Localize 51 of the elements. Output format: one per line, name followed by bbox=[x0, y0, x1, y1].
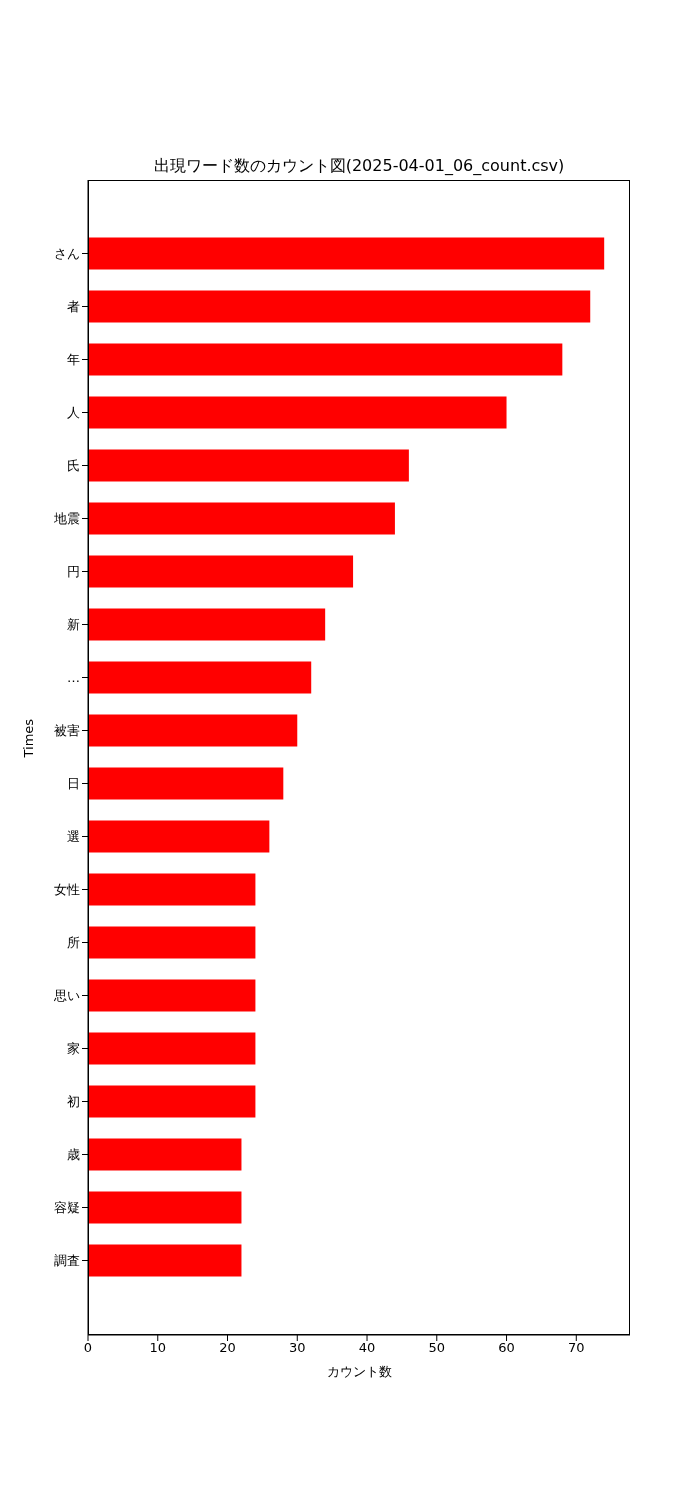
x-tick-label: 20 bbox=[219, 1340, 236, 1356]
bar bbox=[88, 449, 409, 482]
bar bbox=[88, 820, 270, 853]
y-tick-label: 円 bbox=[67, 564, 80, 580]
x-tick-label: 70 bbox=[568, 1340, 585, 1356]
y-tick-label: さん bbox=[54, 246, 80, 262]
x-tick-label: 40 bbox=[358, 1340, 376, 1356]
y-tick-label: 思い bbox=[53, 988, 80, 1004]
bar bbox=[88, 555, 354, 588]
y-tick-label: 被害 bbox=[54, 723, 80, 739]
bar bbox=[88, 343, 563, 376]
bar bbox=[88, 608, 326, 641]
y-axis-title: Times bbox=[20, 718, 36, 759]
x-axis-title: カウント数 bbox=[326, 1364, 392, 1380]
y-tick-label: 初 bbox=[67, 1094, 80, 1110]
y-tick-label: 容疑 bbox=[54, 1200, 80, 1216]
y-tick-label: 新 bbox=[67, 617, 80, 633]
bar bbox=[88, 290, 591, 323]
bar bbox=[88, 396, 507, 429]
x-tick-label: 60 bbox=[498, 1340, 515, 1356]
bar bbox=[88, 1085, 256, 1118]
bar bbox=[88, 767, 284, 800]
x-tick-label: 50 bbox=[428, 1340, 446, 1356]
y-tick-label: 年 bbox=[67, 352, 80, 368]
bar bbox=[88, 714, 298, 747]
y-tick-label: 者 bbox=[67, 299, 80, 315]
y-tick-label: 人 bbox=[67, 405, 80, 421]
y-tick-label: 氏 bbox=[67, 458, 80, 474]
y-tick-label: 調査 bbox=[54, 1253, 80, 1269]
bar bbox=[88, 237, 605, 270]
bar bbox=[88, 661, 312, 694]
bar bbox=[88, 1138, 242, 1171]
x-tick-label: 0 bbox=[83, 1340, 93, 1356]
y-tick-label: 選 bbox=[67, 829, 80, 845]
y-tick-label: … bbox=[67, 670, 80, 686]
bar bbox=[88, 873, 256, 906]
bar bbox=[88, 1032, 256, 1065]
y-tick-label: 女性 bbox=[54, 882, 80, 898]
bar bbox=[88, 926, 256, 959]
bar bbox=[88, 1244, 242, 1277]
bar bbox=[88, 979, 256, 1012]
bar bbox=[88, 1191, 242, 1224]
y-tick-label: 家 bbox=[67, 1041, 80, 1057]
y-tick-label: 歳 bbox=[67, 1147, 80, 1163]
y-tick-label: 所 bbox=[67, 935, 80, 951]
chart-title: 出現ワード数のカウント図(2025-04-01_06_count.csv) bbox=[153, 156, 565, 175]
y-tick-label: 地震 bbox=[53, 511, 80, 527]
x-tick-label: 30 bbox=[288, 1340, 306, 1356]
y-tick-label: 日 bbox=[67, 776, 80, 792]
x-tick-label: 10 bbox=[149, 1340, 167, 1356]
bar bbox=[88, 502, 395, 535]
